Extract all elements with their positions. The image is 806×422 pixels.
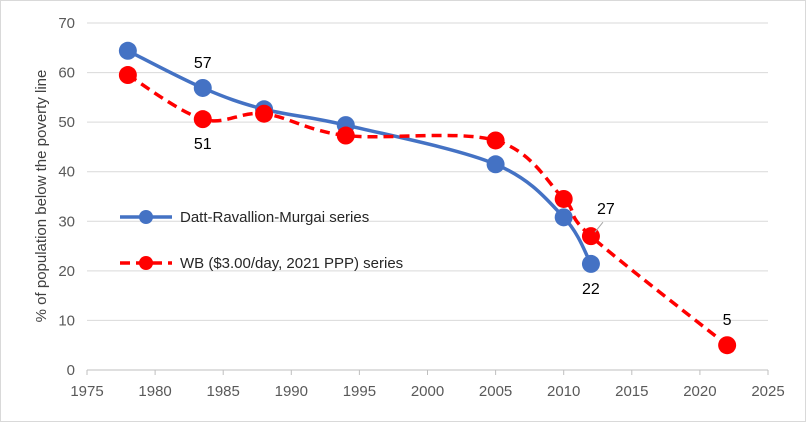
y-tick-label: 30 <box>58 213 75 230</box>
data-label: 57 <box>194 55 212 72</box>
y-axis-label: % of population below the poverty line <box>33 70 50 323</box>
data-label: 51 <box>194 136 212 153</box>
data-point <box>554 189 573 208</box>
data-point <box>336 126 355 145</box>
data-point <box>118 41 137 60</box>
legend-label: WB ($3.00/day, 2021 PPP) series <box>180 255 403 272</box>
data-point <box>193 78 212 97</box>
y-tick-label: 70 <box>58 15 75 32</box>
series-lines <box>118 41 737 355</box>
y-tick-label: 10 <box>58 312 75 329</box>
y-tick-label: 60 <box>58 65 75 82</box>
legend-marker <box>139 210 153 224</box>
data-label: 22 <box>582 281 600 298</box>
data-point <box>718 336 737 355</box>
series-line-1 <box>126 73 729 347</box>
x-tick-label: 2020 <box>683 383 716 400</box>
data-label: 27 <box>597 201 615 218</box>
x-tick-label: 1990 <box>275 383 308 400</box>
legend-marker <box>139 256 153 270</box>
legend-label: Datt-Ravallion-Murgai series <box>180 209 369 226</box>
data-point <box>118 66 137 85</box>
data-labels: 57 51 27 22 5 <box>194 55 732 329</box>
data-point <box>255 104 274 123</box>
x-tick-label: 2005 <box>479 383 512 400</box>
legend: Datt-Ravallion-Murgai series WB ($3.00/da… <box>120 209 403 272</box>
x-tick-label: 1985 <box>207 383 240 400</box>
data-point <box>486 155 505 174</box>
x-tick-label: 2000 <box>411 383 444 400</box>
y-tick-label: 20 <box>58 263 75 280</box>
x-tick-label: 1980 <box>138 383 171 400</box>
x-tick-label: 1995 <box>343 383 376 400</box>
y-tick-label: 40 <box>58 164 75 181</box>
x-tick-label: 2010 <box>547 383 580 400</box>
data-point <box>486 131 505 150</box>
data-label: 5 <box>723 312 732 329</box>
axes: 0 10 20 30 40 50 60 70 1975 1980 1985 1990 1995 2000 2… <box>58 15 784 400</box>
gridlines <box>87 22 768 321</box>
data-point <box>581 254 600 273</box>
data-point <box>193 110 212 129</box>
x-tick-label: 1975 <box>70 383 103 400</box>
x-tick-label: 2015 <box>615 383 648 400</box>
label-leader-line <box>594 221 604 233</box>
y-tick-label: 50 <box>58 114 75 131</box>
y-tick-label: 0 <box>67 362 75 379</box>
x-tick-label: 2025 <box>751 383 784 400</box>
data-point <box>554 208 573 227</box>
